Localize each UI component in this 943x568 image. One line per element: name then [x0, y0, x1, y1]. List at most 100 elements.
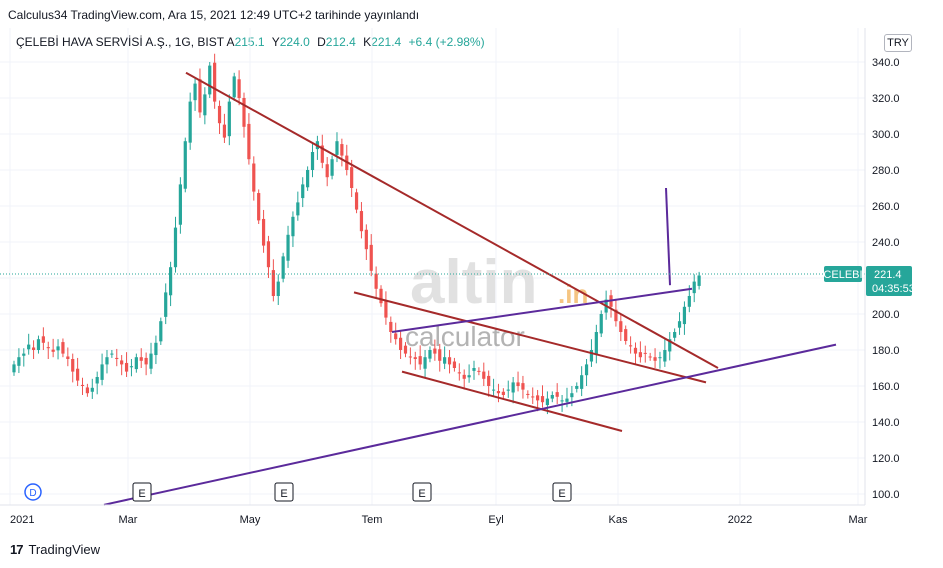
candle-body — [511, 382, 515, 393]
candles — [12, 53, 701, 415]
candle-body — [66, 356, 70, 359]
candle-body — [22, 353, 26, 356]
low-value: 212.4 — [325, 35, 356, 49]
candle-body — [516, 382, 520, 386]
candle-body — [555, 392, 559, 397]
candle-body — [183, 141, 187, 189]
candle-body — [467, 375, 471, 378]
candle-body — [506, 389, 510, 391]
y-tick-label: 300.0 — [872, 129, 900, 141]
candle-body — [110, 353, 114, 355]
grid — [0, 28, 865, 505]
price-tag: CELEBI 221.4 04:35:53 — [823, 266, 915, 296]
publish-info: Calculus34 TradingView.com, Ara 15, 2021… — [8, 8, 420, 22]
candle-body — [31, 347, 36, 350]
candle-body — [168, 267, 173, 296]
y-tick-label: 120.0 — [872, 453, 900, 465]
event-markers: E E E ED — [24, 482, 572, 502]
candle-body — [359, 211, 364, 232]
candle-body — [12, 364, 16, 373]
candle-body — [653, 357, 657, 361]
candle-body — [638, 352, 642, 358]
x-tick-label: 2022 — [728, 514, 752, 526]
x-tick-label: Kas — [609, 514, 628, 526]
y-tick-label: 140.0 — [872, 417, 900, 429]
x-tick-label: 2021 — [10, 514, 34, 526]
candle-body — [301, 184, 305, 199]
candle-body — [643, 352, 647, 354]
ticker-tag-bg — [824, 266, 862, 282]
close-value: 221.4 — [371, 35, 402, 49]
candle-body — [105, 357, 109, 365]
candle-body — [673, 332, 677, 338]
candle-body — [242, 98, 246, 127]
candle-body — [115, 357, 119, 359]
currency-badge[interactable]: TRY — [884, 34, 912, 52]
candle-body — [413, 357, 417, 359]
dividend-marker-label: D — [29, 488, 36, 499]
earnings-marker — [132, 482, 152, 502]
candle-body — [521, 383, 525, 390]
candle-body — [462, 374, 466, 379]
candle-body — [296, 202, 300, 216]
candle-body — [36, 339, 41, 350]
y-tick-label: 200.0 — [872, 309, 900, 321]
candle-body — [56, 346, 60, 351]
trendline — [665, 187, 671, 286]
candle-body — [252, 163, 256, 192]
tradingview-logo[interactable]: 17 TradingView — [10, 542, 100, 557]
candle-body — [71, 359, 75, 372]
symbol-legend[interactable]: ÇELEBİ HAVA SERVİSİ A.Ş., 1G, BIST A215.… — [16, 35, 489, 49]
candle-body — [330, 159, 334, 176]
ticker-tag: CELEBI — [823, 269, 862, 281]
candle-body — [95, 377, 99, 384]
candle-body — [310, 152, 315, 170]
candle-body — [560, 400, 564, 402]
trendline — [401, 370, 623, 432]
candle-body — [433, 348, 437, 354]
candle-body — [232, 76, 236, 98]
x-tick-label: Eyl — [488, 514, 503, 526]
trendline — [353, 291, 707, 384]
candle-body — [198, 79, 202, 113]
watermark-sub: calculator — [405, 321, 525, 352]
y-tick-label: 180.0 — [872, 345, 900, 357]
candle-body — [164, 292, 168, 317]
candle-body — [266, 241, 271, 268]
candle-body — [46, 347, 50, 349]
candle-body — [663, 350, 667, 362]
candle-body — [491, 389, 496, 391]
candle-body — [100, 364, 104, 380]
candle-body — [120, 360, 124, 365]
y-tick-label: 260.0 — [872, 201, 900, 213]
watermark-main: altin — [410, 248, 537, 317]
candle-body — [682, 306, 687, 325]
candle-body — [403, 345, 408, 354]
candle-body — [589, 350, 594, 362]
low-label: D — [317, 35, 326, 49]
x-tick-label: Mar — [849, 514, 868, 526]
candle-body — [51, 349, 55, 352]
earnings-marker-label: E — [280, 488, 287, 500]
candle-body — [648, 356, 652, 358]
candle-body — [550, 395, 554, 399]
candle-body — [526, 393, 530, 395]
tradingview-mark-icon: 17 — [10, 542, 24, 557]
price-tag-price: 221.4 — [874, 269, 902, 281]
candle-body — [188, 101, 192, 143]
candle-body — [306, 170, 310, 188]
candle-body — [276, 281, 280, 296]
candle-body — [633, 347, 638, 354]
candle-body — [90, 387, 94, 392]
candle-body — [80, 384, 85, 386]
candle-body — [281, 256, 285, 279]
candle-body — [482, 371, 486, 379]
candle-body — [418, 356, 422, 365]
y-tick-label: 100.0 — [872, 489, 900, 501]
watermark: altin .in calculator — [405, 248, 588, 352]
candle-body — [457, 372, 461, 374]
candle-body — [159, 321, 163, 342]
earnings-marker — [274, 482, 294, 502]
candle-body — [394, 333, 398, 340]
